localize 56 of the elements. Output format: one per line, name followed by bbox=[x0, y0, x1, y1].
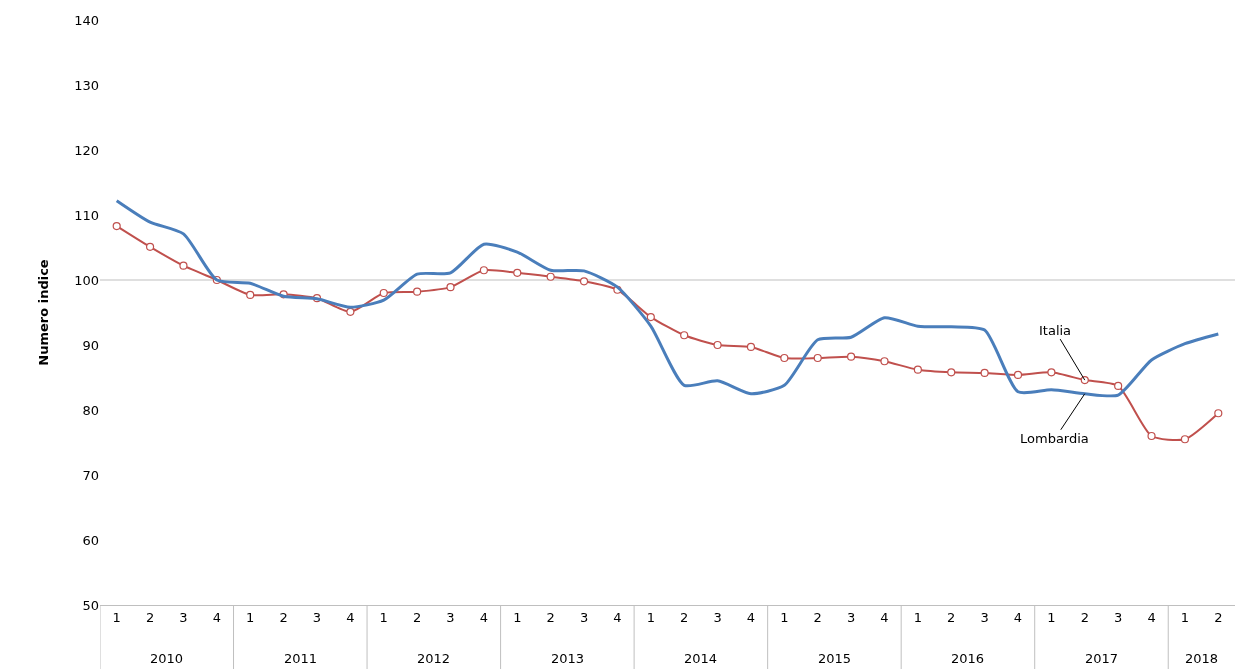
text: 2018 bbox=[1185, 651, 1219, 666]
x-tick-label: 4 bbox=[479, 609, 489, 625]
x-tick-label: 3 bbox=[713, 609, 722, 625]
x-tick-label: 1 bbox=[780, 609, 789, 625]
text: 2013 bbox=[551, 651, 585, 666]
x-tick-label: 2 bbox=[1214, 609, 1223, 625]
text: Lombardia bbox=[1020, 431, 1089, 446]
x-tick-label: 3 bbox=[446, 609, 455, 625]
y-tick-label: 50 bbox=[82, 597, 99, 613]
x-tick-label: 3 bbox=[312, 609, 322, 625]
x-tick-label: 4 bbox=[346, 609, 355, 625]
y-tick-label: 100 bbox=[74, 272, 99, 288]
x-tick-label: 2 bbox=[145, 609, 155, 625]
x-tick-label: 2 bbox=[1080, 609, 1089, 625]
x-tick-label: 3 bbox=[579, 609, 589, 625]
text: 2011 bbox=[284, 651, 318, 666]
x-tick-label: 4 bbox=[1013, 609, 1023, 625]
x-tick-label: 2 bbox=[279, 609, 288, 625]
y-tick-label: 90 bbox=[82, 337, 99, 353]
x-tick-label: 1 bbox=[1047, 609, 1056, 625]
x-tick-label: 1 bbox=[1180, 609, 1190, 625]
text: 2017 bbox=[1085, 651, 1119, 666]
y-tick-label: 60 bbox=[82, 532, 99, 548]
y-axis-title: Numero indice bbox=[36, 259, 52, 366]
text: 2012 bbox=[417, 651, 451, 666]
x-tick-label: 4 bbox=[1147, 609, 1156, 625]
x-tick-label: 1 bbox=[513, 609, 522, 625]
x-tick-label: 4 bbox=[613, 609, 622, 625]
x-tick-label: 4 bbox=[746, 609, 756, 625]
x-tick-label: 1 bbox=[112, 609, 121, 625]
x-tick-label: 2 bbox=[680, 609, 689, 625]
x-tick-label: 2 bbox=[813, 609, 822, 625]
y-tick-label: 130 bbox=[74, 77, 99, 93]
x-tick-label: 2 bbox=[412, 609, 422, 625]
x-tick-label: 3 bbox=[980, 609, 989, 625]
x-tick-label: 4 bbox=[212, 609, 221, 625]
text: Italia bbox=[1039, 323, 1072, 338]
x-tick-label: 3 bbox=[1114, 609, 1123, 625]
x-tick-label: 1 bbox=[646, 609, 655, 625]
x-tick-label: 1 bbox=[913, 609, 923, 625]
y-tick-label: 120 bbox=[74, 142, 99, 158]
x-tick-label: 2 bbox=[546, 609, 555, 625]
y-tick-label: 80 bbox=[82, 402, 99, 418]
x-tick-label: 4 bbox=[880, 609, 889, 625]
y-tick-label: 140 bbox=[74, 12, 99, 28]
x-tick-label: 2 bbox=[947, 609, 956, 625]
text: 2016 bbox=[951, 651, 985, 666]
text: 2010 bbox=[150, 651, 184, 666]
x-tick-label: 3 bbox=[179, 609, 188, 625]
y-tick-label: 70 bbox=[82, 467, 99, 483]
x-tick-label: 1 bbox=[246, 609, 255, 625]
text: 2014 bbox=[684, 651, 718, 666]
text: 2015 bbox=[818, 651, 852, 666]
x-tick-label: 3 bbox=[846, 609, 856, 625]
y-tick-label: 110 bbox=[74, 207, 99, 223]
x-tick-label: 1 bbox=[379, 609, 388, 625]
